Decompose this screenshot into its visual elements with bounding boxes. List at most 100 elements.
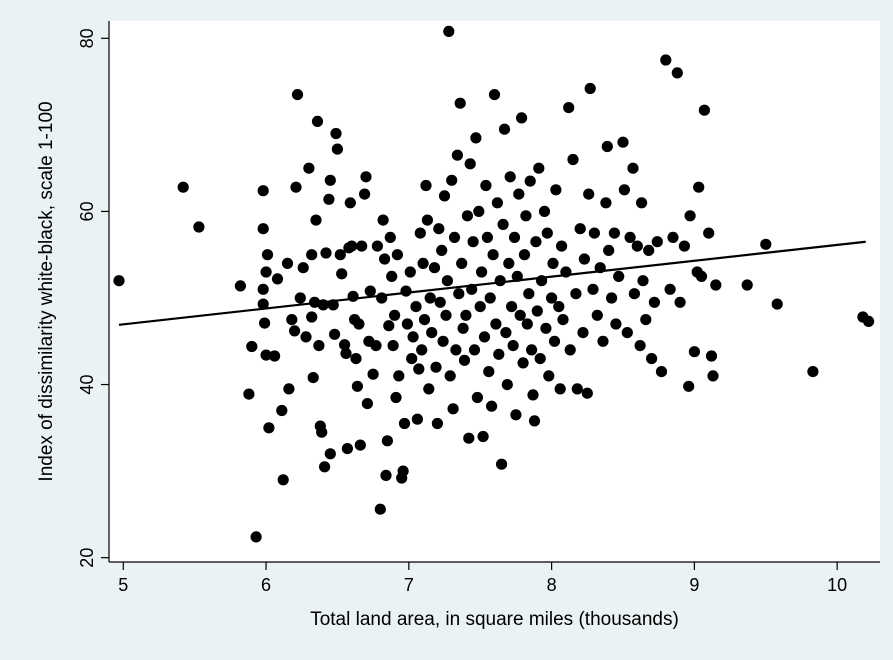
data-point xyxy=(436,244,448,256)
data-point xyxy=(344,197,356,209)
data-point xyxy=(486,400,498,412)
data-point xyxy=(631,240,643,252)
data-point xyxy=(636,197,648,209)
data-point xyxy=(648,296,661,308)
data-point xyxy=(491,197,503,209)
data-point xyxy=(534,353,546,365)
data-point xyxy=(407,331,419,343)
data-point xyxy=(603,244,615,256)
data-point xyxy=(263,422,275,434)
data-point xyxy=(401,318,413,330)
data-point xyxy=(584,82,596,95)
data-point xyxy=(384,231,396,243)
data-point xyxy=(508,231,521,243)
data-point xyxy=(574,223,586,235)
data-point xyxy=(334,249,346,261)
data-point xyxy=(329,328,341,340)
data-point xyxy=(406,353,418,365)
data-point xyxy=(477,430,489,443)
data-point xyxy=(546,292,558,304)
data-point xyxy=(538,205,551,217)
y-tick-label: 80 xyxy=(77,28,97,48)
data-point xyxy=(556,240,568,252)
data-point xyxy=(306,311,318,323)
data-point xyxy=(601,140,613,153)
data-point xyxy=(324,174,336,186)
data-point xyxy=(501,379,513,391)
data-point xyxy=(550,184,562,196)
data-point xyxy=(517,357,529,369)
data-point xyxy=(710,279,722,291)
data-point xyxy=(398,417,411,430)
data-point xyxy=(297,262,309,274)
data-point xyxy=(324,448,336,460)
data-point xyxy=(643,244,655,256)
data-point xyxy=(513,188,525,200)
data-point xyxy=(437,335,449,347)
data-point xyxy=(480,179,492,192)
data-point xyxy=(423,383,435,395)
data-point xyxy=(261,249,274,261)
data-point xyxy=(628,288,641,300)
data-point xyxy=(504,171,516,183)
data-point xyxy=(518,249,531,261)
data-point xyxy=(523,288,535,300)
data-point xyxy=(520,210,532,222)
data-point xyxy=(346,240,358,252)
data-point xyxy=(300,331,312,343)
data-point xyxy=(516,112,528,124)
data-point xyxy=(771,298,783,310)
data-point xyxy=(500,327,512,339)
data-point xyxy=(674,296,686,308)
y-tick-label: 20 xyxy=(77,548,97,568)
data-point xyxy=(481,231,493,243)
data-point xyxy=(741,279,753,291)
data-point xyxy=(863,315,875,327)
data-point xyxy=(371,240,383,252)
data-point xyxy=(380,469,392,481)
data-point xyxy=(483,366,495,378)
data-point xyxy=(554,383,566,395)
data-point xyxy=(571,383,583,395)
data-point xyxy=(341,443,353,455)
data-point xyxy=(683,380,695,392)
data-point xyxy=(684,210,696,222)
data-point xyxy=(510,409,522,421)
data-point xyxy=(528,415,541,427)
data-point xyxy=(567,153,579,166)
data-point xyxy=(807,366,819,378)
data-point xyxy=(417,257,429,269)
data-point xyxy=(526,344,538,356)
data-point xyxy=(360,171,372,183)
data-point xyxy=(387,340,399,352)
data-point xyxy=(503,257,515,269)
data-point xyxy=(608,227,621,239)
data-point xyxy=(461,210,473,222)
data-point xyxy=(307,372,319,384)
data-point xyxy=(257,283,269,295)
data-point xyxy=(283,383,295,395)
data-point xyxy=(257,185,269,197)
data-point xyxy=(421,214,433,226)
data-point xyxy=(414,227,426,239)
data-point xyxy=(381,435,393,447)
data-point xyxy=(441,275,453,287)
data-point xyxy=(269,350,281,362)
data-point xyxy=(637,275,649,287)
data-point xyxy=(377,214,389,226)
data-point xyxy=(695,270,708,282)
plot-area xyxy=(109,21,880,562)
data-point xyxy=(257,223,269,235)
data-point xyxy=(497,218,509,230)
data-point xyxy=(289,325,301,337)
data-point xyxy=(627,162,639,174)
data-point xyxy=(340,347,352,359)
data-point xyxy=(397,465,409,477)
data-point xyxy=(553,301,565,313)
data-point xyxy=(448,231,461,243)
data-point xyxy=(364,285,376,297)
data-point xyxy=(339,339,351,351)
data-point xyxy=(543,370,555,382)
x-axis-title: Total land area, in square miles (thousa… xyxy=(310,609,679,630)
